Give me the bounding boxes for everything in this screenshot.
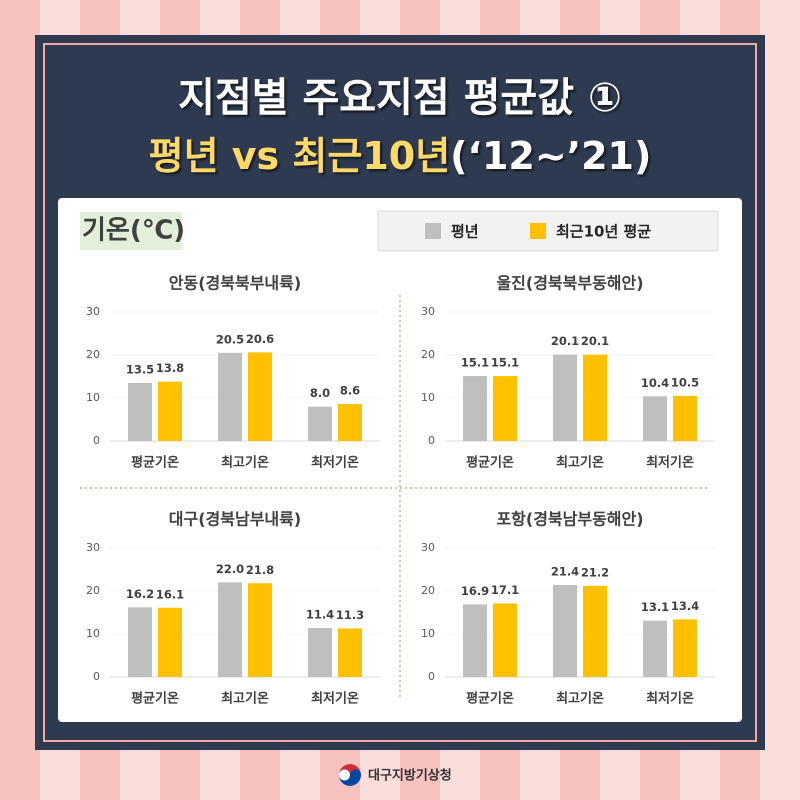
bar bbox=[583, 354, 607, 441]
bar bbox=[673, 395, 697, 441]
bar bbox=[338, 404, 362, 441]
legend-swatch bbox=[425, 223, 441, 239]
value-label: 16.1 bbox=[156, 587, 184, 601]
value-label: 13.8 bbox=[156, 361, 184, 375]
bar bbox=[158, 607, 182, 677]
bar bbox=[158, 381, 182, 441]
bar bbox=[308, 406, 332, 441]
x-tick-label: 최저기온 bbox=[311, 692, 359, 707]
y-tick-label: 0 bbox=[93, 670, 100, 683]
bar bbox=[248, 352, 272, 441]
x-tick-label: 평균기온 bbox=[131, 691, 179, 707]
value-label: 20.6 bbox=[246, 332, 274, 346]
y-tick-label: 30 bbox=[86, 541, 100, 554]
value-label: 17.1 bbox=[491, 583, 519, 597]
value-label: 13.4 bbox=[671, 599, 699, 613]
y-tick-label: 10 bbox=[421, 627, 435, 640]
legend-swatch bbox=[530, 223, 546, 239]
chart-title: 울진(경북북부동해안) bbox=[496, 274, 643, 293]
y-tick-label: 10 bbox=[421, 391, 435, 404]
section-label: 기온(℃) bbox=[82, 216, 185, 246]
footer: 대구지방기상청 bbox=[368, 768, 452, 784]
chart-title: 안동(경북북부내륙) bbox=[169, 274, 301, 293]
x-tick-label: 최저기온 bbox=[311, 456, 359, 471]
panel-border bbox=[43, 43, 757, 742]
y-tick-label: 30 bbox=[421, 305, 435, 318]
x-tick-label: 최저기온 bbox=[646, 456, 694, 471]
value-label: 20.1 bbox=[581, 334, 609, 348]
value-label: 22.0 bbox=[216, 562, 244, 576]
bar bbox=[463, 604, 487, 677]
value-label: 10.4 bbox=[641, 376, 669, 390]
y-tick-label: 10 bbox=[86, 391, 100, 404]
section-label-bg bbox=[80, 212, 182, 250]
bar bbox=[218, 352, 242, 441]
subtitle-main: 평년 vs 최근10년 bbox=[149, 134, 451, 178]
bar bbox=[248, 583, 272, 677]
y-tick-label: 20 bbox=[421, 348, 435, 361]
chart-title: 대구(경북남부내륙) bbox=[169, 510, 301, 529]
x-tick-label: 최고기온 bbox=[556, 456, 604, 471]
y-tick-label: 30 bbox=[421, 541, 435, 554]
legend-label: 평년 bbox=[451, 223, 479, 241]
bar bbox=[493, 376, 517, 441]
y-tick-label: 20 bbox=[86, 584, 100, 597]
legend-label: 최근10년 평균 bbox=[556, 223, 651, 241]
value-label: 21.8 bbox=[246, 563, 274, 577]
x-tick-label: 평균기온 bbox=[131, 455, 179, 471]
bar bbox=[308, 627, 332, 677]
x-tick-label: 평균기온 bbox=[466, 455, 514, 471]
value-label: 8.0 bbox=[310, 386, 330, 400]
bar bbox=[463, 376, 487, 441]
bar bbox=[553, 354, 577, 441]
bar bbox=[553, 584, 577, 677]
bar bbox=[673, 619, 697, 677]
x-tick-label: 최저기온 bbox=[646, 692, 694, 707]
title: 지점별 주요지점 평균값 ① bbox=[178, 75, 622, 121]
value-label: 10.5 bbox=[671, 375, 699, 389]
value-label: 16.2 bbox=[126, 587, 154, 601]
bar bbox=[218, 582, 242, 677]
value-label: 13.1 bbox=[641, 600, 669, 614]
x-tick-label: 최고기온 bbox=[556, 692, 604, 707]
y-tick-label: 0 bbox=[428, 434, 435, 447]
value-label: 21.4 bbox=[551, 564, 579, 578]
y-tick-label: 20 bbox=[421, 584, 435, 597]
y-tick-label: 0 bbox=[93, 434, 100, 447]
bar bbox=[643, 620, 667, 677]
x-tick-label: 최고기온 bbox=[221, 692, 269, 707]
x-tick-label: 최고기온 bbox=[221, 456, 269, 471]
y-tick-label: 0 bbox=[428, 670, 435, 683]
bar bbox=[128, 607, 152, 677]
value-label: 16.9 bbox=[461, 584, 489, 598]
value-label: 15.1 bbox=[461, 356, 489, 370]
bar bbox=[643, 396, 667, 441]
bar bbox=[493, 603, 517, 677]
value-label: 20.1 bbox=[551, 334, 579, 348]
bar bbox=[338, 628, 362, 677]
bar bbox=[128, 382, 152, 441]
value-label: 8.6 bbox=[340, 384, 360, 398]
value-label: 11.4 bbox=[306, 607, 334, 621]
bar bbox=[583, 585, 607, 677]
value-label: 13.5 bbox=[126, 362, 154, 376]
value-label: 21.2 bbox=[581, 565, 609, 579]
subtitle: 평년 vs 최근10년(‘12~’21) bbox=[149, 134, 652, 178]
subtitle-period: (‘12~’21) bbox=[450, 134, 651, 178]
y-tick-label: 30 bbox=[86, 305, 100, 318]
value-label: 20.5 bbox=[216, 332, 244, 346]
x-tick-label: 평균기온 bbox=[466, 691, 514, 707]
value-label: 11.3 bbox=[336, 608, 364, 622]
logo-blue bbox=[339, 769, 361, 786]
value-label: 15.1 bbox=[491, 356, 519, 370]
y-tick-label: 10 bbox=[86, 627, 100, 640]
y-tick-label: 20 bbox=[86, 348, 100, 361]
chart-title: 포항(경북남부동해안) bbox=[496, 510, 643, 529]
